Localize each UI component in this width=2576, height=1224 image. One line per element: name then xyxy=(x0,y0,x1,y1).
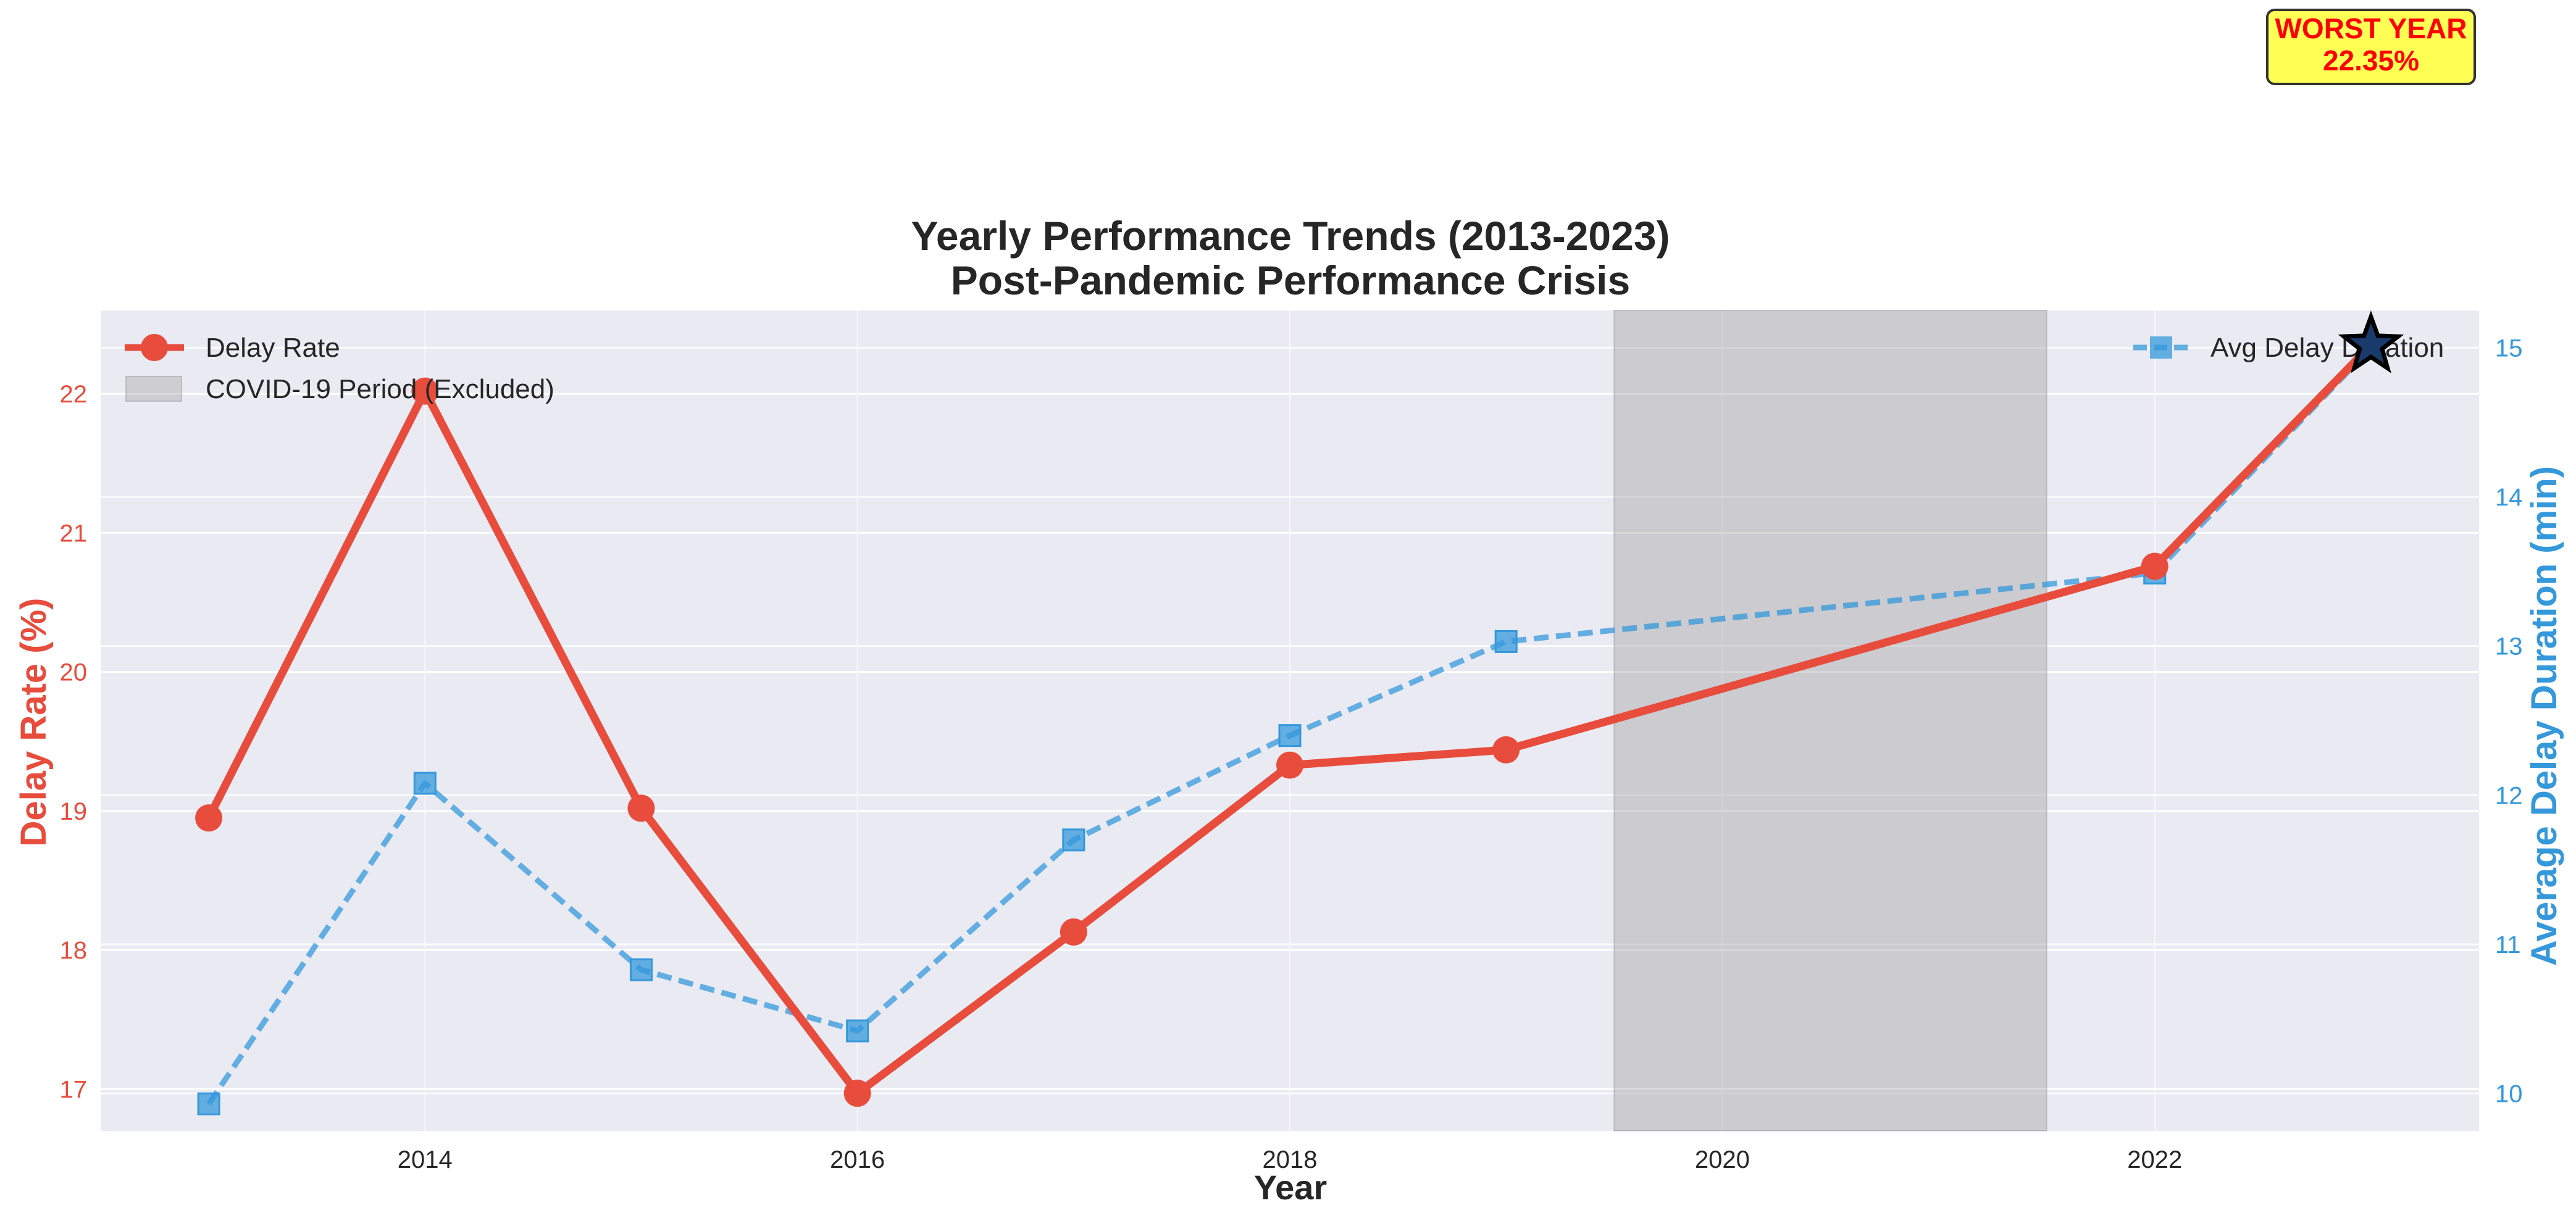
covid-shaded-region xyxy=(1613,310,2047,1131)
worst-year-star-marker xyxy=(2338,310,2404,373)
legend-delay-rate-marker xyxy=(141,334,168,361)
worst-year-star-layer xyxy=(2338,310,2404,373)
tick-labels: 17 18 19 20 21 22 10 11 12 13 14 15 2014 2016 2018 2020… xyxy=(60,335,2523,1173)
legend-right: Avg Delay Duration xyxy=(2133,333,2444,363)
avg-delay-point-2016 xyxy=(846,1019,869,1043)
chart-title-line1: Yearly Performance Trends (2013-2023) xyxy=(911,213,1670,259)
delay-rate-point-2017 xyxy=(1060,918,1087,946)
avg-delay-point-2014 xyxy=(413,772,437,795)
annotation-line1: WORST YEAR xyxy=(2275,12,2467,44)
avg-delay-point-2017 xyxy=(1062,828,1085,852)
x-tick-label: 2014 xyxy=(398,1146,453,1173)
chart-title-line2: Post-Pandemic Performance Crisis xyxy=(951,257,1630,303)
avg-delay-point-2013 xyxy=(197,1093,220,1116)
delay-rate-point-2013 xyxy=(195,804,223,832)
avg-delay-point-2015 xyxy=(629,958,653,981)
delay-rate-point-2019 xyxy=(1492,736,1520,764)
legend-left: Delay Rate COVID-19 Period (Excluded) xyxy=(125,333,554,404)
right-y-tick-label: 15 xyxy=(2495,335,2523,362)
annotation-line2: 22.35% xyxy=(2323,44,2419,77)
covid-period-band xyxy=(1613,310,2047,1131)
left-y-axis-label: Delay Rate (%) xyxy=(14,598,54,847)
x-axis-label: Year xyxy=(1254,1168,1327,1207)
legend-delay-rate-label: Delay Rate xyxy=(206,333,340,363)
right-y-tick-label: 13 xyxy=(2495,633,2523,660)
avg-delay-point-2018 xyxy=(1278,724,1302,747)
left-y-tick-label: 17 xyxy=(60,1076,88,1103)
legend-covid-swatch xyxy=(125,376,182,402)
left-y-tick-label: 19 xyxy=(60,798,88,825)
delay-rate-point-2016 xyxy=(843,1080,871,1107)
left-y-tick-label: 21 xyxy=(60,520,88,547)
legend-covid-label: COVID-19 Period (Excluded) xyxy=(206,374,554,404)
right-y-tick-label: 11 xyxy=(2495,931,2521,959)
left-y-tick-label: 20 xyxy=(60,659,88,686)
right-y-tick-label: 10 xyxy=(2495,1081,2523,1108)
right-y-tick-label: 12 xyxy=(2495,782,2523,809)
x-tick-label: 2016 xyxy=(830,1146,885,1173)
delay-rate-point-2015 xyxy=(627,794,655,822)
left-y-tick-label: 22 xyxy=(60,381,88,408)
right-y-tick-label: 14 xyxy=(2495,484,2523,511)
delay-rate-point-2018 xyxy=(1276,751,1303,779)
legend-avg-delay-label: Avg Delay Duration xyxy=(2210,333,2444,363)
avg-delay-point-2019 xyxy=(1494,630,1518,653)
legend-avg-delay-marker xyxy=(2150,336,2172,359)
delay-rate-point-2022 xyxy=(2141,552,2168,580)
left-y-tick-label: 18 xyxy=(60,937,88,964)
x-tick-label: 2022 xyxy=(2127,1146,2182,1173)
annotation-box xyxy=(2266,9,2476,85)
worst-year-annotation: WORST YEAR 22.35% xyxy=(2266,9,2476,85)
delay-rate-point-2014 xyxy=(411,377,439,405)
x-tick-label: 2018 xyxy=(1263,1146,1318,1173)
x-tick-label: 2020 xyxy=(1695,1146,1750,1173)
right-y-axis-label: Average Delay Duration (min) xyxy=(2524,466,2564,966)
